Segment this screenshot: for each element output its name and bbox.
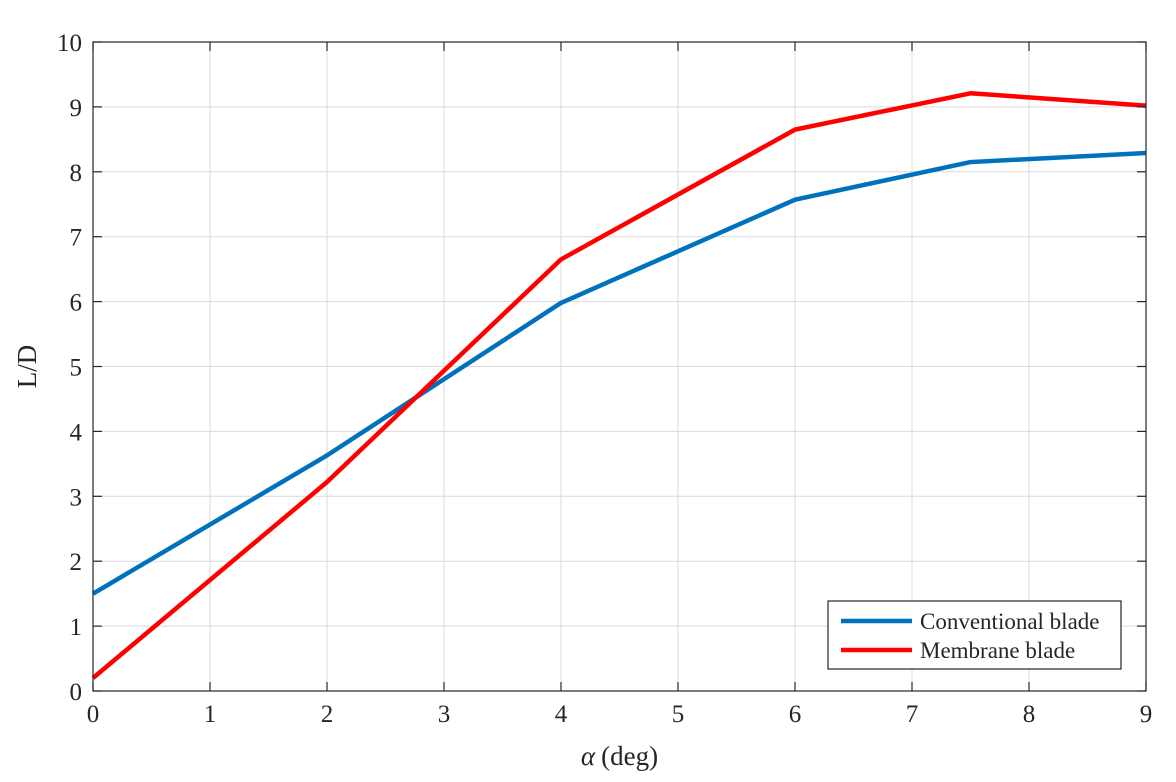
- y-tick-label: 3: [70, 484, 83, 511]
- grid-lines: [92, 41, 1147, 692]
- y-tick-label: 6: [70, 290, 83, 317]
- x-axis-label-symbol: α: [581, 741, 596, 771]
- x-tick-label: 1: [204, 701, 217, 728]
- x-tick-label: 5: [672, 701, 685, 728]
- legend-label: Membrane blade: [920, 638, 1075, 663]
- series-lines: [91, 91, 1147, 680]
- axis-ticks: 0 1 2 3 4 5 6 7 8 9 0 1 2 3 4 5 6 7 8 9 10: [57, 30, 1152, 728]
- y-tick-label: 9: [70, 95, 83, 122]
- y-tick-label: 1: [70, 614, 83, 641]
- x-axis-label: α (deg): [581, 741, 658, 771]
- legend-box: [827, 600, 1122, 670]
- x-axis-label-unit: (deg): [601, 741, 658, 771]
- x-tick-label: 4: [555, 701, 568, 728]
- y-tick-label: 5: [70, 355, 83, 382]
- x-tick-label: 6: [789, 701, 802, 728]
- x-tick-label: 2: [321, 701, 334, 728]
- legend: Conventional blade Membrane blade: [827, 600, 1122, 670]
- x-tick-label: 7: [906, 701, 919, 728]
- y-tick-label: 4: [70, 419, 83, 446]
- y-tick-label: 2: [70, 549, 83, 576]
- y-axis-label: L/D: [12, 345, 42, 389]
- x-tick-label: 3: [438, 701, 451, 728]
- y-tick-label: 7: [70, 225, 83, 252]
- series-line-conventional-blade: [91, 150, 1147, 596]
- series-line-membrane-blade: [91, 91, 1147, 680]
- y-tick-label: 10: [57, 30, 82, 57]
- x-tick-label: 9: [1140, 701, 1153, 728]
- y-tick-label: 0: [70, 679, 83, 706]
- y-tick-label: 8: [70, 160, 83, 187]
- legend-label: Conventional blade: [920, 609, 1100, 634]
- x-tick-label: 8: [1023, 701, 1036, 728]
- x-tick-label: 0: [87, 701, 100, 728]
